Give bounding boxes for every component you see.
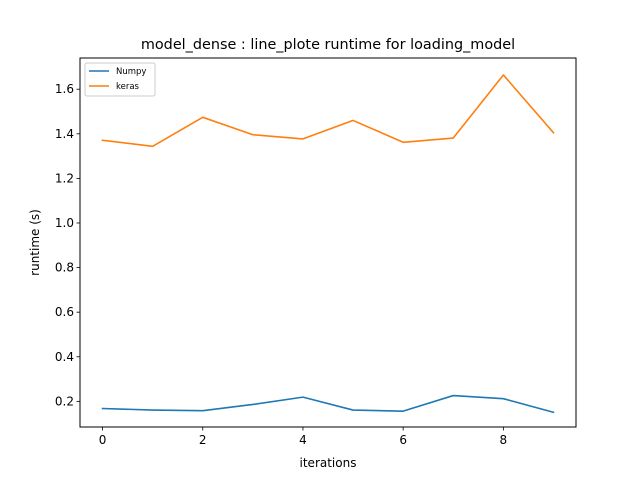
legend-label-numpy: Numpy (116, 67, 146, 77)
y-tick-label: 0.8 (55, 261, 74, 275)
series-lines (101, 74, 555, 414)
x-axis-label: iterations (300, 456, 357, 470)
legend: Numpy keras (84, 62, 156, 97)
x-tick-label: 4 (299, 433, 307, 447)
y-tick-label: 1.4 (55, 127, 74, 141)
x-tick-label: 8 (500, 433, 508, 447)
y-axis-label: runtime (s) (28, 209, 42, 276)
legend-label-keras: keras (116, 82, 140, 92)
y-tick-label: 1.6 (55, 82, 74, 96)
y-axis-ticks: 0.2 0.4 0.6 0.8 1.0 1.2 1.4 1.6 (55, 82, 80, 408)
y-tick-label: 1.0 (55, 216, 74, 230)
plot-frame (79, 57, 577, 428)
series-line-keras (101, 74, 555, 148)
y-tick-label: 1.2 (55, 171, 74, 185)
chart-title: model_dense : line_plote runtime for loa… (141, 37, 515, 53)
x-axis-ticks: 0 2 4 6 8 (99, 427, 507, 447)
y-tick-label: 0.2 (55, 394, 74, 408)
x-tick-label: 2 (199, 433, 207, 447)
y-tick-label: 0.4 (55, 350, 74, 364)
x-tick-label: 6 (399, 433, 407, 447)
x-tick-label: 0 (99, 433, 107, 447)
y-tick-label: 0.6 (55, 305, 74, 319)
series-line-numpy (101, 394, 555, 414)
